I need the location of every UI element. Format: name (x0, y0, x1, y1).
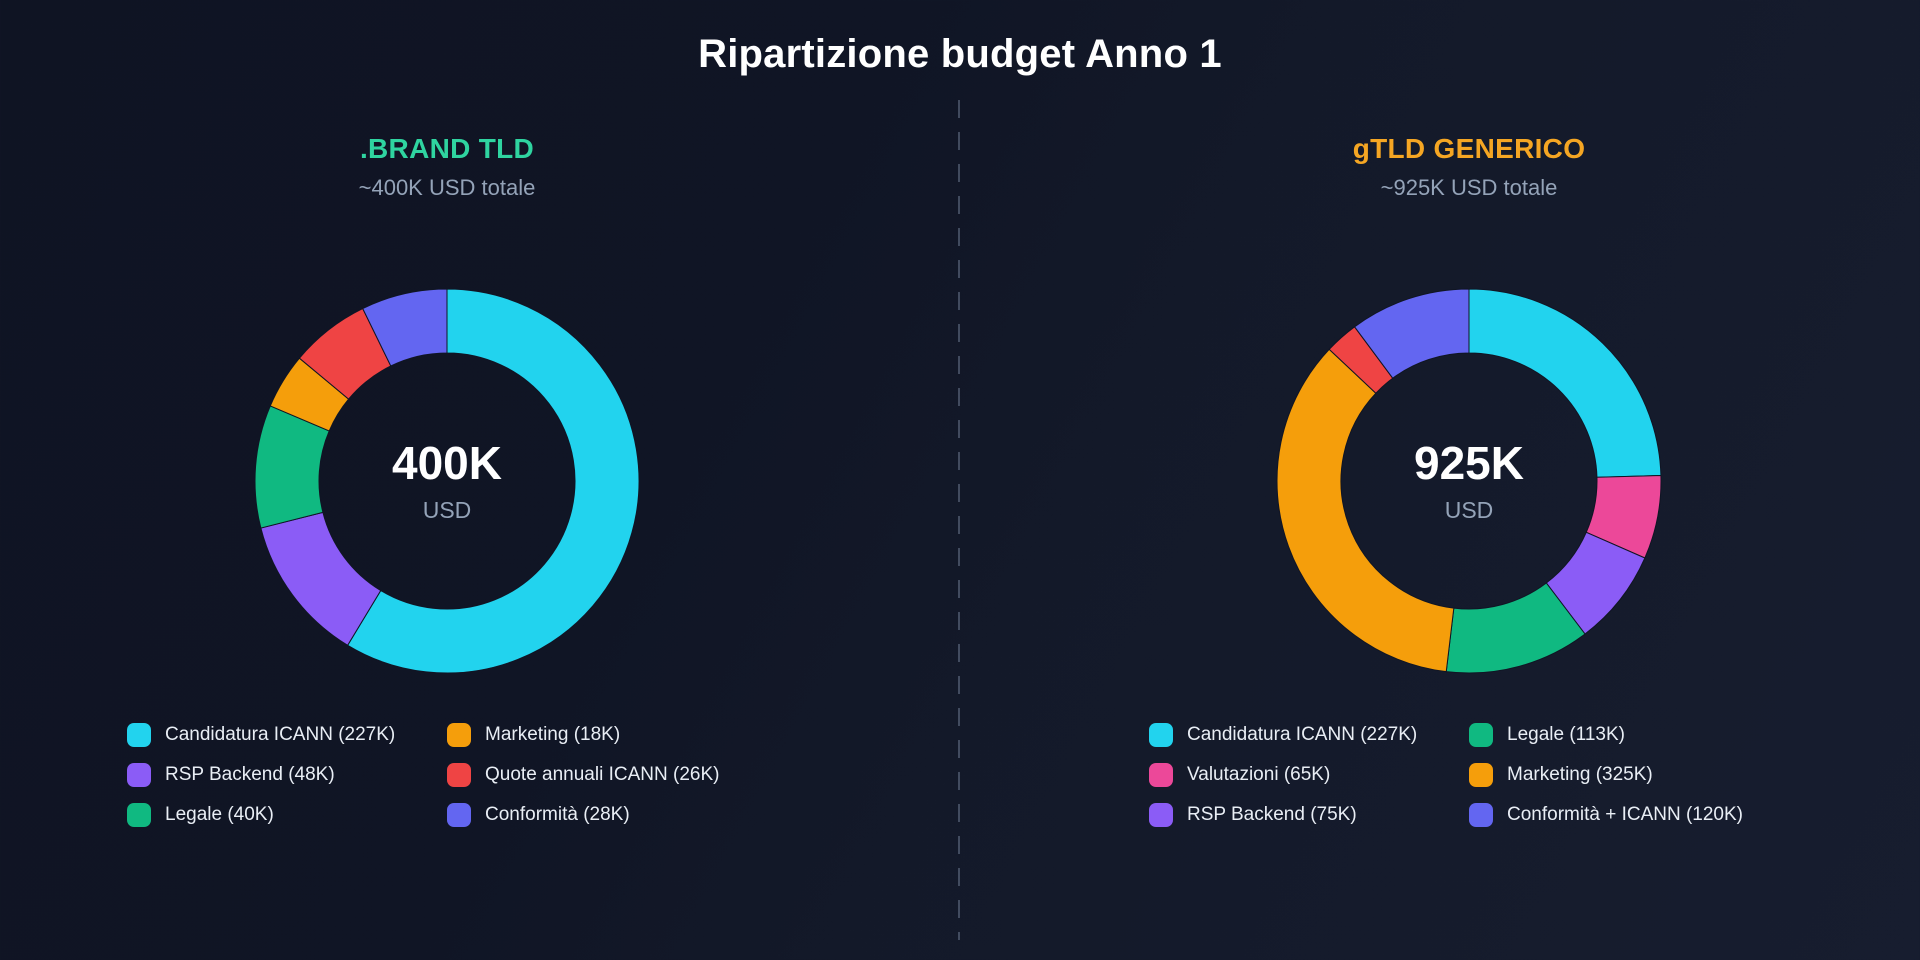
legend-item: Conformità + ICANN (120K) (1469, 803, 1789, 827)
legend-label: Conformità (28K) (485, 804, 630, 825)
legend-label: Quote annuali ICANN (26K) (485, 764, 720, 785)
legend-swatch (1469, 803, 1493, 827)
legend-item: Marketing (18K) (447, 723, 767, 747)
legend-swatch (127, 803, 151, 827)
legend-item: Marketing (325K) (1469, 763, 1789, 787)
donut-slice (1276, 348, 1455, 673)
donut-chart: 400K USD (251, 285, 643, 677)
legend-item: Valutazioni (65K) (1149, 763, 1469, 787)
brand-tld-chart-section: .BRAND TLD ~400K USD totale 400K USD Can… (0, 110, 894, 827)
donut-slice (346, 288, 640, 674)
page-title: Ripartizione budget Anno 1 (698, 32, 1222, 76)
legend-item: Candidatura ICANN (227K) (127, 723, 447, 747)
donut-svg (254, 288, 640, 674)
legend-label: Candidatura ICANN (227K) (165, 724, 396, 745)
legend-swatch (447, 803, 471, 827)
chart-title: .BRAND TLD (359, 133, 535, 164)
donut-slice (1353, 288, 1470, 379)
gtld-generico-chart-section: gTLD GENERICO ~925K USD totale 925K USD … (1014, 110, 1920, 827)
donut-svg (1276, 288, 1662, 674)
legend: Candidatura ICANN (227K) RSP Backend (48K… (127, 723, 767, 827)
legend-item: Legale (113K) (1469, 723, 1789, 747)
legend-item: Candidatura ICANN (227K) (1149, 723, 1469, 747)
legend-swatch (1149, 763, 1173, 787)
legend-label: RSP Backend (48K) (165, 764, 335, 785)
donut-slice (1468, 288, 1662, 478)
vertical-dashed-divider (958, 100, 960, 940)
legend-swatch (1149, 723, 1173, 747)
legend-label: Marketing (18K) (485, 724, 621, 745)
chart-subtitle: ~925K USD totale (1380, 175, 1558, 200)
legend-item: Quote annuali ICANN (26K) (447, 763, 767, 787)
donut-chart: 925K USD (1273, 285, 1665, 677)
legend-swatch (447, 723, 471, 747)
legend-swatch (1469, 723, 1493, 747)
legend-item: RSP Backend (48K) (127, 763, 447, 787)
legend-label: Candidatura ICANN (227K) (1187, 724, 1418, 745)
legend: Candidatura ICANN (227K) Valutazioni (65K… (1149, 723, 1789, 827)
legend-item: RSP Backend (75K) (1149, 803, 1469, 827)
legend-label: Legale (40K) (165, 804, 274, 825)
legend-label: RSP Backend (75K) (1187, 804, 1357, 825)
legend-swatch (1469, 763, 1493, 787)
legend-label: Marketing (325K) (1507, 764, 1653, 785)
legend-label: Conformità + ICANN (120K) (1507, 804, 1743, 825)
legend-swatch (447, 763, 471, 787)
legend-label: Legale (113K) (1507, 724, 1625, 745)
chart-subtitle: ~400K USD totale (358, 175, 536, 200)
legend-swatch (127, 763, 151, 787)
chart-title: gTLD GENERICO (1352, 133, 1586, 164)
legend-item: Conformità (28K) (447, 803, 767, 827)
legend-label: Valutazioni (65K) (1187, 764, 1331, 785)
donut-slice (362, 288, 448, 367)
legend-swatch (1149, 803, 1173, 827)
legend-item: Legale (40K) (127, 803, 447, 827)
legend-swatch (127, 723, 151, 747)
